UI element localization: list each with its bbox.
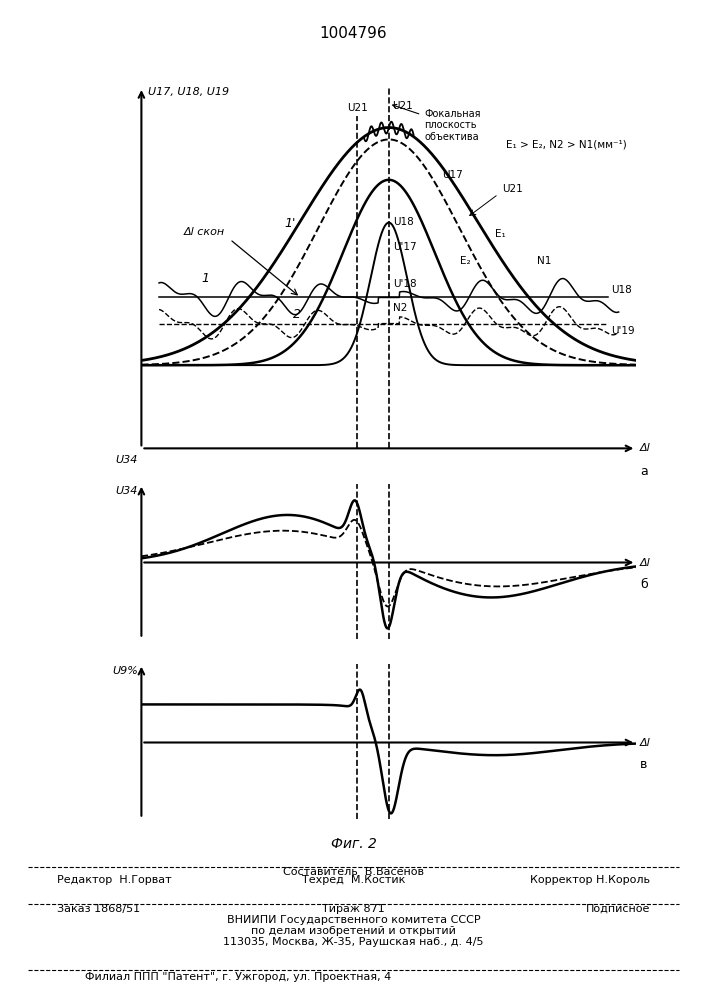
Text: Δl: Δl: [640, 558, 650, 568]
Text: U9%: U9%: [112, 666, 138, 676]
Text: 1004796: 1004796: [320, 26, 387, 41]
Text: Тираж 871: Тираж 871: [322, 904, 385, 914]
Text: U21: U21: [392, 101, 413, 111]
Text: в: в: [640, 758, 647, 771]
Text: U'18: U'18: [393, 279, 416, 289]
Text: U17, U18, U19: U17, U18, U19: [148, 87, 230, 97]
Text: Техред  М.Костик: Техред М.Костик: [302, 875, 405, 885]
Text: E₁ > E₂, N2 > N1(мм⁻¹): E₁ > E₂, N2 > N1(мм⁻¹): [506, 139, 626, 149]
Text: Редактор  Н.Горват: Редактор Н.Горват: [57, 875, 171, 885]
Text: E₂: E₂: [460, 256, 470, 266]
Text: а: а: [640, 465, 648, 478]
Text: Фокальная
плоскость
объектива: Фокальная плоскость объектива: [392, 104, 481, 142]
Text: U'17: U'17: [393, 242, 416, 252]
Text: U34: U34: [115, 455, 138, 465]
Text: Составитель  В.Васенов: Составитель В.Васенов: [283, 867, 424, 877]
Text: ВНИИПИ Государственного комитета СССР: ВНИИПИ Государственного комитета СССР: [227, 915, 480, 925]
Text: U34: U34: [115, 486, 138, 496]
Text: Заказ 1868/51: Заказ 1868/51: [57, 904, 140, 914]
Text: по делам изобретений и открытий: по делам изобретений и открытий: [251, 926, 456, 936]
Text: б: б: [640, 578, 648, 591]
Text: 2: 2: [293, 308, 301, 321]
Text: 1: 1: [201, 272, 209, 285]
Text: E₁: E₁: [495, 229, 506, 239]
Text: N1: N1: [537, 256, 551, 266]
Text: Δl: Δl: [640, 738, 650, 748]
Text: Филиал ППП "Патент", г. Ужгород, ул. Проектная, 4: Филиал ППП "Патент", г. Ужгород, ул. Про…: [85, 972, 391, 982]
Text: U'19: U'19: [612, 326, 635, 336]
Text: N2: N2: [393, 303, 407, 313]
Text: Δl: Δl: [640, 443, 650, 453]
Text: 1': 1': [284, 217, 296, 230]
Text: Фиг. 2: Фиг. 2: [331, 837, 376, 851]
Text: U21: U21: [347, 103, 368, 113]
Text: U21: U21: [502, 184, 522, 194]
Text: Подписное: Подписное: [586, 904, 650, 914]
Text: Δl скон: Δl скон: [184, 227, 225, 237]
Text: U18: U18: [393, 217, 414, 227]
Text: U18: U18: [612, 285, 632, 295]
Text: 113035, Москва, Ж-35, Раушская наб., д. 4/5: 113035, Москва, Ж-35, Раушская наб., д. …: [223, 937, 484, 947]
Text: U17: U17: [442, 170, 462, 180]
Text: Корректор Н.Король: Корректор Н.Король: [530, 875, 650, 885]
